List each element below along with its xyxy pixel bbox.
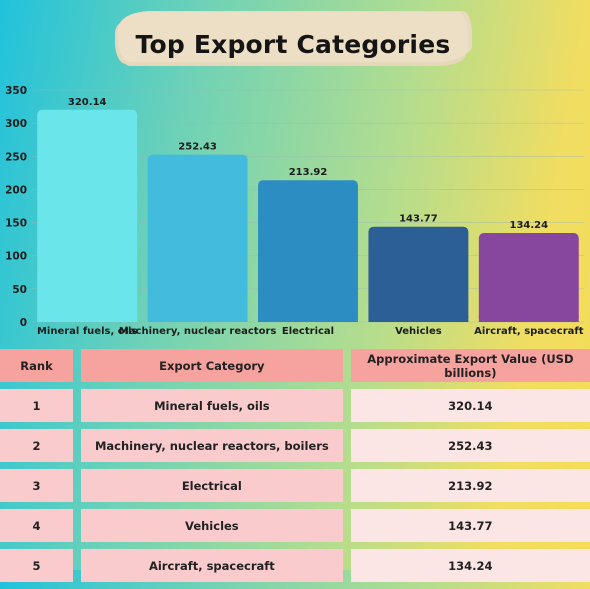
- header-export-category: Export Category: [81, 349, 343, 382]
- category-cell: Vehicles: [81, 509, 343, 542]
- header-rank: Rank: [0, 349, 73, 382]
- bar-base: [258, 316, 358, 322]
- chart-title: Top Export Categories: [135, 30, 451, 59]
- y-tick-label: 200: [5, 184, 27, 196]
- column-gap: [73, 469, 81, 502]
- x-tick-label: Machinery, nuclear reactors: [119, 326, 277, 337]
- value-cell: 252.43: [350, 429, 590, 462]
- value-cell: 320.14: [350, 389, 590, 422]
- table-row: 3 Electrical 213.92: [0, 469, 590, 502]
- value-labels: 320.14 252.43 213.92 143.77 134.24: [68, 97, 548, 231]
- bars: [37, 109, 579, 323]
- category-cell: Machinery, nuclear reactors, boilers: [81, 429, 343, 462]
- y-tick-label: 250: [5, 151, 27, 163]
- value-cell: 134.24: [350, 549, 590, 582]
- value-label: 134.24: [510, 220, 549, 231]
- y-tick-label: 100: [5, 251, 27, 263]
- table-header-row: Rank Export Category Approximate Export …: [0, 349, 590, 382]
- bar-base: [478, 316, 579, 322]
- column-gap: [343, 469, 351, 502]
- column-gap: [343, 509, 351, 542]
- column-gap: [343, 429, 351, 462]
- y-axis-tick-labels: 0 50 100 150 200 250 300 350: [5, 85, 27, 329]
- bar-base: [368, 316, 469, 322]
- rank-cell: 3: [0, 469, 73, 502]
- table-row: 5 Aircraft, spacecraft 134.24: [0, 549, 590, 582]
- rank-cell: 1: [0, 389, 73, 422]
- bar: [147, 154, 248, 322]
- y-tick-label: 50: [12, 284, 27, 296]
- x-tick-label: Mineral fuels, oils: [37, 326, 138, 337]
- category-cell: Mineral fuels, oils: [81, 389, 343, 422]
- bar: [258, 180, 358, 322]
- value-label: 143.77: [399, 214, 438, 225]
- bar: [478, 233, 579, 322]
- bar: [37, 109, 138, 323]
- column-gap: [343, 389, 351, 422]
- title-banner: Top Export Categories: [118, 12, 468, 62]
- y-tick-label: 150: [5, 218, 27, 230]
- category-cell: Aircraft, spacecraft: [81, 549, 343, 582]
- value-label: 320.14: [68, 97, 107, 108]
- column-gap: [73, 349, 81, 382]
- export-table: Rank Export Category Approximate Export …: [0, 342, 590, 589]
- rank-cell: 5: [0, 549, 73, 582]
- bar-base: [37, 316, 138, 322]
- category-cell: Electrical: [81, 469, 343, 502]
- x-tick-label: Aircraft, spacecraft: [474, 326, 584, 337]
- table-row: 4 Vehicles 143.77: [0, 509, 590, 542]
- table-row: 2 Machinery, nuclear reactors, boilers 2…: [0, 429, 590, 462]
- value-cell: 213.92: [350, 469, 590, 502]
- bar-chart: 0 50 100 150 200 250 300 350 320.14 252.43 213.92…: [5, 85, 584, 337]
- table-row: 1 Mineral fuels, oils 320.14: [0, 389, 590, 422]
- x-tick-label: Electrical: [282, 326, 334, 337]
- column-gap: [73, 429, 81, 462]
- column-gap: [343, 549, 351, 582]
- header-export-value: Approximate Export Value (USD billions): [350, 349, 590, 382]
- value-label: 252.43: [178, 142, 217, 153]
- y-tick-label: 300: [5, 118, 27, 130]
- column-gap: [73, 509, 81, 542]
- bar: [368, 226, 469, 322]
- value-cell: 143.77: [350, 509, 590, 542]
- column-gap: [73, 389, 81, 422]
- rank-cell: 4: [0, 509, 73, 542]
- rank-cell: 2: [0, 429, 73, 462]
- y-tick-label: 0: [20, 317, 27, 329]
- bar-base: [147, 316, 248, 322]
- y-tick-label: 350: [5, 85, 27, 97]
- column-gap: [343, 349, 351, 382]
- x-tick-label: Vehicles: [395, 326, 442, 337]
- column-gap: [73, 549, 81, 582]
- value-label: 213.92: [289, 167, 328, 178]
